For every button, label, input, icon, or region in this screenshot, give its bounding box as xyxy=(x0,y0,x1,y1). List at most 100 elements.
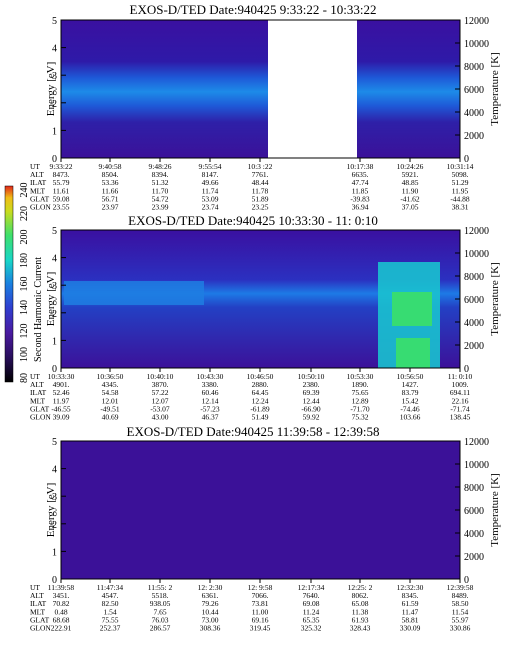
table-cell: 73.00 xyxy=(202,615,219,624)
table-cell: 4547. xyxy=(102,591,119,600)
table-row-label: GLAT xyxy=(30,615,50,624)
table-cell: 8345. xyxy=(402,591,419,600)
y2-tick-label: 10000 xyxy=(464,39,489,50)
table-cell: 79.26 xyxy=(202,599,219,608)
table-row-label: MLT xyxy=(30,396,46,405)
table-cell: 11.24 xyxy=(303,607,320,616)
y2-tick-label: 4000 xyxy=(464,108,484,119)
table-cell: 6635. xyxy=(352,170,369,179)
table-row-label: UT xyxy=(30,583,40,592)
y2-tick-label: 10000 xyxy=(464,249,489,260)
y2-tick-label: 12000 xyxy=(464,226,489,237)
table-cell: 51.32 xyxy=(152,178,169,187)
table-cell: 10:43:30 xyxy=(197,372,224,381)
colorbar-tick-label: 100 xyxy=(19,347,30,362)
table-cell: 75.65 xyxy=(352,388,369,397)
table-cell: 5921. xyxy=(402,170,419,179)
table-cell: 11.95 xyxy=(452,186,469,195)
table-row-label: ILAT xyxy=(30,388,47,397)
panel-3-y2label: Temperature [K] xyxy=(489,473,501,546)
table-cell: 11.66 xyxy=(102,186,119,195)
panel-3-title: EXOS-D/TED Date:940425 11:39:58 - 12:39:… xyxy=(127,424,380,439)
table-cell: 12:17:34 xyxy=(298,583,325,592)
y-tick-label: 5 xyxy=(52,16,57,27)
y-tick-label: 2 xyxy=(52,309,57,320)
panel-1-spectrogram-right xyxy=(357,20,460,158)
table-cell: 7.65 xyxy=(153,607,166,616)
panel-2-burst-green-low xyxy=(396,338,430,368)
table-cell: -71.70 xyxy=(350,404,370,413)
table-cell: 83.79 xyxy=(402,388,419,397)
table-cell: 11: 0:10 xyxy=(448,372,473,381)
y2-tick-label: 12000 xyxy=(464,16,489,27)
table-cell: 23.97 xyxy=(102,203,119,212)
table-cell: 2380. xyxy=(303,380,320,389)
y2-tick-label: 6000 xyxy=(464,506,484,517)
table-cell: 8062. xyxy=(352,591,369,600)
table-cell: 11.85 xyxy=(352,186,369,195)
table-cell: -44.88 xyxy=(450,194,470,203)
table-cell: 11.38 xyxy=(352,607,369,616)
table-cell: 8504. xyxy=(102,170,119,179)
table-cell: 46.37 xyxy=(202,413,219,422)
table-cell: -61.89 xyxy=(250,404,270,413)
table-cell: 70.82 xyxy=(53,599,70,608)
table-cell: 10.44 xyxy=(202,607,219,616)
table-cell: 330.09 xyxy=(400,624,421,633)
y-tick-label: 0 xyxy=(52,154,57,165)
table-cell: 4345. xyxy=(102,380,119,389)
y2-tick-label: 12000 xyxy=(464,437,489,448)
table-cell: 58.50 xyxy=(452,599,469,608)
table-cell: 8394. xyxy=(152,170,169,179)
panel-1: EXOS-D/TED Date:940425 9:33:22 - 10:33:2… xyxy=(30,2,501,212)
table-cell: 73.81 xyxy=(252,599,269,608)
panel-1-spectrogram-left xyxy=(61,20,268,158)
table-cell: 10:50:10 xyxy=(298,372,325,381)
table-cell: 2880. xyxy=(252,380,269,389)
table-cell: 11.61 xyxy=(53,186,70,195)
table-cell: 9:48:26 xyxy=(149,162,172,171)
y-tick-label: 1 xyxy=(52,547,57,558)
table-cell: 23.55 xyxy=(53,203,70,212)
table-cell: 68.68 xyxy=(53,615,70,624)
table-cell: 61.93 xyxy=(352,615,369,624)
y2-tick-label: 8000 xyxy=(464,62,484,73)
table-cell: 12:39:58 xyxy=(447,583,474,592)
table-row-label: UT xyxy=(30,372,40,381)
panel-1-data-gap xyxy=(268,20,357,158)
table-cell: 48.44 xyxy=(252,178,269,187)
table-cell: 11:47:34 xyxy=(97,583,124,592)
table-cell: 49.66 xyxy=(202,178,219,187)
table-cell: 22.16 xyxy=(452,396,469,405)
table-row-label: GLON xyxy=(30,203,51,212)
table-cell: 286.57 xyxy=(150,624,171,633)
table-cell: 12:32:30 xyxy=(397,583,424,592)
table-cell: -39.83 xyxy=(350,194,370,203)
table-cell: 103.66 xyxy=(400,413,421,422)
table-cell: -41.62 xyxy=(400,194,420,203)
y-tick-label: 3 xyxy=(52,71,57,82)
colorbar-tick-label: 200 xyxy=(19,230,30,245)
colorbar-tick-label: 80 xyxy=(19,373,30,383)
y2-tick-label: 6000 xyxy=(464,85,484,96)
y-tick-label: 4 xyxy=(52,44,57,55)
table-row-label: GLAT xyxy=(30,404,50,413)
table-cell: -53.07 xyxy=(150,404,170,413)
table-cell: 65.35 xyxy=(303,615,320,624)
table-cell: 75.32 xyxy=(352,413,369,422)
panel-3-axes: 0 1 2 3 4 5 0 2000 4000 6000 8000 10000 12000 xyxy=(52,437,489,586)
table-row-label: GLAT xyxy=(30,194,50,203)
table-row-label: MLT xyxy=(30,186,46,195)
y2-tick-label: 2000 xyxy=(464,131,484,142)
table-cell: 47.74 xyxy=(352,178,369,187)
table-cell: 54.58 xyxy=(102,388,119,397)
table-cell: 694.11 xyxy=(450,388,471,397)
table-row-label: ILAT xyxy=(30,178,47,187)
table-cell: 51.49 xyxy=(252,413,269,422)
table-cell: 40.69 xyxy=(102,413,119,422)
table-cell: 54.72 xyxy=(152,194,169,203)
table-cell: 319.45 xyxy=(250,624,271,633)
panel-1-title: EXOS-D/TED Date:940425 9:33:22 - 10:33:2… xyxy=(130,2,377,17)
table-cell: 61.59 xyxy=(402,599,419,608)
table-cell: 5098. xyxy=(452,170,469,179)
